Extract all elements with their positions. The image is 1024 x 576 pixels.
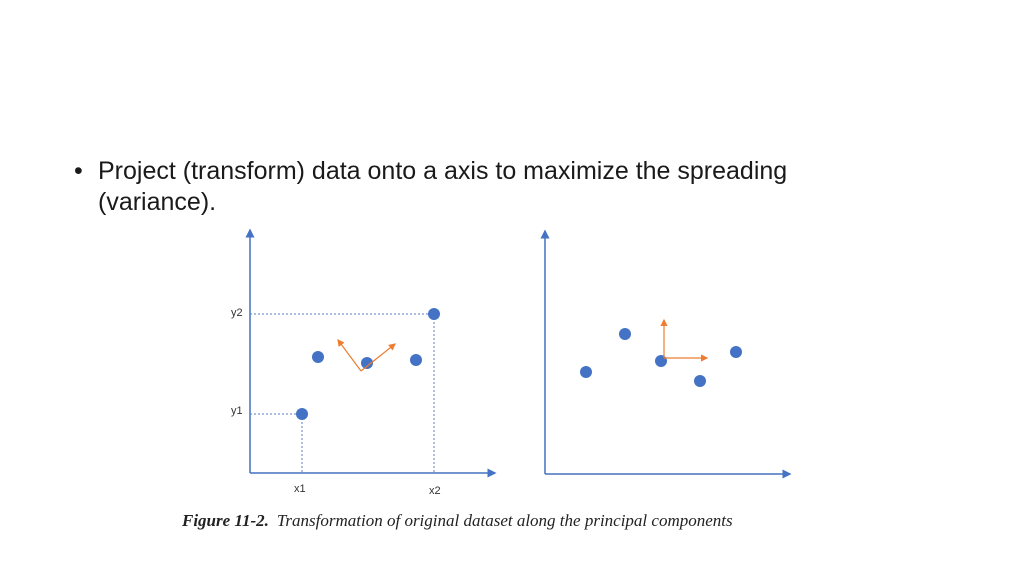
- left-scatter-chart: y2 y1 x1 x2: [231, 228, 497, 497]
- figure-caption: Figure 11-2. Transformation of original d…: [182, 511, 733, 531]
- right-scatter-chart: [540, 229, 792, 479]
- guide-lines: [250, 313, 435, 473]
- bullet-point: • Project (transform) data onto a axis t…: [74, 156, 874, 218]
- bullet-marker: •: [74, 157, 83, 185]
- y1-label: y1: [231, 405, 243, 417]
- x2-label: x2: [429, 485, 441, 497]
- figure-label: Figure 11-2.: [182, 511, 269, 530]
- pc-arrows: [337, 339, 396, 372]
- pc-arrows: [660, 318, 709, 362]
- data-points: [580, 328, 742, 387]
- y2-label: y2: [231, 307, 243, 319]
- data-points: [296, 308, 440, 420]
- figure-caption-text: Transformation of original dataset along…: [276, 511, 733, 530]
- x1-label: x1: [294, 483, 306, 495]
- bullet-text: Project (transform) data onto a axis to …: [98, 157, 788, 216]
